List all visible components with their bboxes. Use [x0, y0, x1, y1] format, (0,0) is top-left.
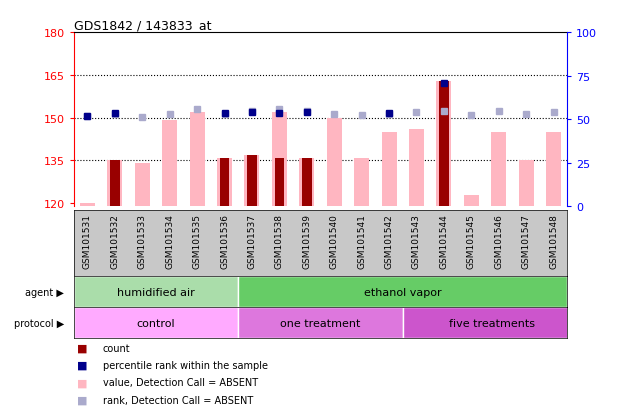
Text: five treatments: five treatments [449, 318, 535, 328]
Bar [74, 277, 238, 308]
Text: GSM101547: GSM101547 [522, 214, 531, 269]
Text: rank, Detection Call = ABSENT: rank, Detection Call = ABSENT [103, 395, 253, 405]
Bar [244, 155, 260, 206]
Text: GSM101534: GSM101534 [165, 214, 174, 269]
Text: value, Detection Call = ABSENT: value, Detection Call = ABSENT [103, 377, 258, 387]
Text: control: control [137, 318, 175, 328]
Text: GSM101531: GSM101531 [83, 214, 92, 269]
Bar [327, 119, 342, 206]
Text: GDS1842 / 143833_at: GDS1842 / 143833_at [74, 19, 212, 32]
Bar [381, 133, 397, 206]
Text: ■: ■ [77, 395, 87, 405]
Text: GSM101545: GSM101545 [467, 214, 476, 269]
Bar [409, 130, 424, 206]
Text: percentile rank within the sample: percentile rank within the sample [103, 360, 267, 370]
Bar [546, 133, 561, 206]
Text: GSM101538: GSM101538 [275, 214, 284, 269]
Text: GSM101540: GSM101540 [329, 214, 338, 269]
Text: GSM101543: GSM101543 [412, 214, 421, 269]
Bar [437, 81, 451, 206]
Text: GSM101542: GSM101542 [385, 214, 394, 268]
Text: GSM101532: GSM101532 [110, 214, 119, 269]
Bar [299, 158, 314, 206]
Bar [217, 158, 232, 206]
Text: agent ▶: agent ▶ [25, 287, 64, 297]
Text: GSM101544: GSM101544 [439, 214, 449, 268]
Bar [162, 121, 177, 206]
Bar [110, 161, 120, 206]
Bar [135, 164, 150, 206]
Bar [238, 277, 567, 308]
Text: GSM101535: GSM101535 [192, 214, 202, 269]
Bar [403, 308, 581, 339]
Text: GSM101548: GSM101548 [549, 214, 558, 269]
Text: GSM101537: GSM101537 [247, 214, 256, 269]
Bar [238, 308, 403, 339]
Bar [274, 158, 284, 206]
Text: ■: ■ [77, 360, 87, 370]
Bar [491, 133, 506, 206]
Bar [439, 81, 449, 206]
Text: humidified air: humidified air [117, 287, 195, 297]
Bar [302, 158, 312, 206]
Text: GSM101536: GSM101536 [220, 214, 229, 269]
Text: protocol ▶: protocol ▶ [13, 318, 64, 328]
Bar [464, 195, 479, 206]
Text: GSM101533: GSM101533 [138, 214, 147, 269]
Bar [519, 161, 534, 206]
Bar [74, 308, 238, 339]
Bar [247, 155, 257, 206]
Text: one treatment: one treatment [280, 318, 361, 328]
Text: ethanol vapor: ethanol vapor [364, 287, 442, 297]
Text: count: count [103, 343, 130, 353]
Bar [354, 158, 369, 206]
Bar [80, 204, 95, 206]
Bar [107, 161, 122, 206]
Text: GSM101541: GSM101541 [357, 214, 366, 269]
Bar [220, 158, 229, 206]
Text: ■: ■ [77, 343, 87, 353]
Text: ■: ■ [77, 377, 87, 387]
Bar [190, 113, 204, 206]
Text: GSM101546: GSM101546 [494, 214, 503, 269]
Bar [272, 113, 287, 206]
Text: GSM101539: GSM101539 [303, 214, 312, 269]
